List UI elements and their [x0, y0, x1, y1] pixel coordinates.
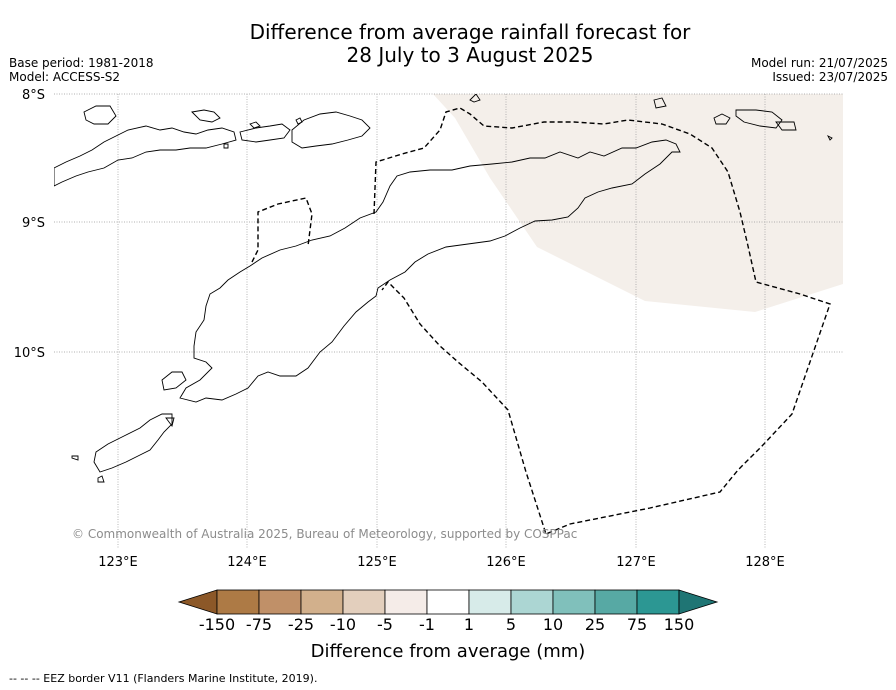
- colorbar: [177, 589, 719, 615]
- colorbar-tick-label: -10: [330, 615, 356, 634]
- colorbar-tick-label: 10: [543, 615, 563, 634]
- southwest-island-outline: [93, 413, 173, 473]
- lat-label-8s: 8°S: [22, 88, 45, 103]
- lon-label-127e: 127°E: [616, 555, 656, 570]
- base-period-label: Base period: 1981-2018: [9, 56, 154, 70]
- colorbar-segment: [552, 589, 596, 615]
- colorbar-segment: [510, 589, 554, 615]
- lat-label-9s: 9°S: [22, 216, 45, 231]
- colorbar-tick-labels: -150 -75 -25 -10 -5 -1 1 5 10 25 75 150: [199, 615, 694, 634]
- issued-label: Issued: 23/07/2025: [772, 70, 888, 84]
- flores-island-outline: [54, 125, 237, 187]
- model-label: Model: ACCESS-S2: [9, 70, 121, 84]
- wetar-island-outline: [469, 94, 481, 103]
- colorbar-segment: [258, 589, 302, 615]
- lon-label-124e: 124°E: [227, 555, 267, 570]
- model-run-label: Model run: 21/07/2025: [750, 56, 888, 70]
- chart-title-line2: 28 July to 3 August 2025: [346, 43, 594, 67]
- colorbar-tick-label: -75: [246, 615, 272, 634]
- lat-label-10s: 10°S: [14, 346, 45, 361]
- colorbar-segment: [594, 589, 638, 615]
- gridlines: [54, 93, 843, 548]
- rote-island-outline: [161, 371, 187, 391]
- colorbar-tick-label: 150: [664, 615, 695, 634]
- colorbar-tick-label: 1: [464, 615, 474, 634]
- coastlines: [54, 94, 833, 483]
- colorbar-segment: [216, 589, 260, 615]
- colorbar-title: Difference from average (mm): [311, 641, 586, 662]
- chart-title-line1: Difference from average rainfall forecas…: [249, 20, 691, 44]
- lon-label-128e: 128°E: [745, 555, 785, 570]
- colorbar-segment: [342, 589, 386, 615]
- colorbar-segment: [426, 589, 470, 615]
- lon-label-125e: 125°E: [357, 555, 397, 570]
- colorbar-segment: [468, 589, 512, 615]
- colorbar-tick-label: -1: [419, 615, 435, 634]
- colorbar-extend-low: [177, 589, 218, 615]
- eez-footnote: -- -- -- EEZ border V11 (Flanders Marine…: [9, 672, 318, 685]
- timor-island-outline: [179, 139, 681, 403]
- colorbar-segment: [384, 589, 428, 615]
- colorbar-tick-label: -5: [377, 615, 393, 634]
- colorbar-tick-label: 5: [506, 615, 516, 634]
- colorbar-tick-label: 75: [627, 615, 647, 634]
- copyright-text: © Commonwealth of Australia 2025, Bureau…: [72, 527, 577, 541]
- colorbar-segment: [636, 589, 680, 615]
- colorbar-tick-label: 25: [585, 615, 605, 634]
- lon-label-123e: 123°E: [98, 555, 138, 570]
- eez-border: [251, 107, 831, 535]
- colorbar-tick-label: -25: [288, 615, 314, 634]
- colorbar-tick-label: -150: [199, 615, 235, 634]
- lon-label-126e: 126°E: [486, 555, 526, 570]
- colorbar-extend-high: [678, 589, 719, 615]
- colorbar-segment: [300, 589, 344, 615]
- drier-region-shading: [433, 94, 843, 312]
